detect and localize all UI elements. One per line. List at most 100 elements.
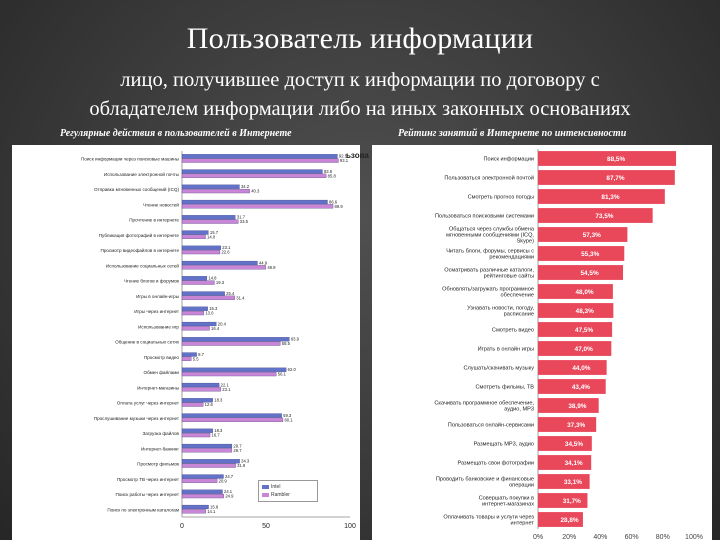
right-category-label: Размещать свои фотографии xyxy=(457,461,534,467)
right-category-label: расписание xyxy=(504,312,534,318)
right-bar xyxy=(538,246,625,261)
right-data-label: 43,4% xyxy=(572,384,590,391)
right-category-label: операции xyxy=(509,483,534,489)
right-data-label: 28,8% xyxy=(560,517,578,524)
left-bar xyxy=(181,478,218,483)
right-data-label: 47,5% xyxy=(575,327,593,334)
left-data-label: 83.6 xyxy=(324,169,333,174)
right-bar xyxy=(538,265,624,280)
left-category-label: Оплата услуг через интернет xyxy=(117,401,180,406)
legend-label-a: Intel xyxy=(271,484,281,490)
partial-label: ьзова xyxy=(346,151,369,160)
left-bar xyxy=(181,215,236,220)
left-bar xyxy=(181,245,221,250)
left-category-label: Поиск информации через поисковые машины xyxy=(81,157,179,162)
slide-title: Пользователь информации xyxy=(186,22,534,55)
legend-entry-b: Rambler xyxy=(262,491,314,499)
left-data-label: 89.9 xyxy=(335,204,344,209)
left-data-label: 23.1 xyxy=(222,245,231,250)
left-data-label: 85.8 xyxy=(328,173,337,178)
right-category-label: Проводить банковские и финансовые xyxy=(436,476,534,482)
right-bar xyxy=(538,303,614,318)
right-bar xyxy=(538,227,628,242)
left-bar xyxy=(181,291,225,296)
left-bar xyxy=(181,234,206,239)
right-category-label: аудио, MP3 xyxy=(504,407,534,413)
right-category-label: Пользоваться поисковыми системами xyxy=(435,214,534,220)
right-data-label: 31,7% xyxy=(563,498,581,505)
right-data-label: 54,5% xyxy=(581,270,599,277)
right-data-label: 73,5% xyxy=(595,213,613,220)
right-x-tick-label: 80% xyxy=(656,534,670,540)
left-bar-chart: 0 50 100 Поиск информации через поисковые м… xyxy=(81,151,356,530)
right-bar xyxy=(538,341,612,356)
right-x-tick-label: 40% xyxy=(593,534,607,540)
left-data-label: 14.1 xyxy=(207,509,216,514)
left-data-label: 56.1 xyxy=(278,372,287,377)
right-x-tick-label: 100% xyxy=(685,534,703,540)
left-data-label: 13.0 xyxy=(205,311,214,316)
left-data-label: 49.9 xyxy=(267,265,276,270)
left-x-tick-label: 100 xyxy=(344,523,356,530)
left-bar xyxy=(181,356,192,361)
right-data-label: 44,0% xyxy=(572,365,590,372)
left-data-label: 16.4 xyxy=(211,326,220,331)
left-data-label: 31.7 xyxy=(237,215,246,220)
left-data-label: 93.1 xyxy=(340,158,349,163)
right-bar xyxy=(538,436,592,451)
left-bar xyxy=(181,154,338,159)
left-category-label: Использование социальных сетей xyxy=(106,262,180,268)
left-bar xyxy=(181,432,211,438)
left-bar xyxy=(181,474,224,479)
left-category-label: Просмотр видеофайлов в интернете xyxy=(101,247,180,253)
left-category-label: Загрузка файлов xyxy=(143,430,180,436)
left-data-label: 12.6 xyxy=(205,402,214,407)
right-category-label: Размещать MP3, аудио xyxy=(473,442,534,448)
left-category-label: Игры через интернет xyxy=(134,309,180,314)
left-bar xyxy=(181,310,204,316)
left-category-label: Использование электронной почты xyxy=(104,171,179,177)
left-category-label: Поиск работы через интернет xyxy=(115,492,179,497)
left-bar xyxy=(181,219,239,224)
left-data-label: 18.3 xyxy=(214,398,223,403)
right-bar xyxy=(538,398,599,413)
left-data-label: 8.7 xyxy=(198,352,204,357)
subtitle-line-1: лицо, получившее доступ к информации по … xyxy=(120,69,600,91)
right-chart-panel: 0% 20% 40% 60% 80% 100% Поиск информации 88,5% П… xyxy=(372,145,712,540)
left-bar xyxy=(181,158,339,163)
left-bar xyxy=(181,280,215,285)
left-bar xyxy=(181,306,208,311)
subtitle-line-2: обладателем информации либо на иных зако… xyxy=(89,98,631,120)
left-bar xyxy=(181,387,221,392)
left-category-label: Общение в социальных сетях xyxy=(115,340,180,345)
right-category-label: мгновенными сообщениями (ICQ, xyxy=(446,233,534,239)
left-data-label: 29.7 xyxy=(233,448,242,453)
left-data-label: 34.3 xyxy=(241,459,250,464)
right-x-tick-label: 20% xyxy=(562,534,576,540)
left-bar xyxy=(181,371,277,377)
right-category-label: Поиск информации xyxy=(483,157,534,163)
right-bar xyxy=(538,379,606,394)
left-bar xyxy=(181,367,287,372)
left-bar xyxy=(181,265,266,270)
right-category-label: рейтинговые сайты xyxy=(484,273,534,280)
right-bar xyxy=(538,151,677,166)
right-data-label: 81,3% xyxy=(601,194,619,201)
left-data-label: 5.5 xyxy=(193,356,199,361)
left-bar xyxy=(181,184,240,189)
left-bar xyxy=(181,230,209,235)
left-data-label: 18.3 xyxy=(214,428,223,433)
legend-entry-a: Intel xyxy=(262,483,314,491)
right-bar xyxy=(538,360,607,375)
left-data-label: 62.0 xyxy=(288,367,297,372)
left-bar xyxy=(181,493,224,499)
right-category-label: Скачивать программное обеспечение, xyxy=(434,400,534,406)
left-data-label: 58.5 xyxy=(282,341,291,346)
right-bar-chart: 0% 20% 40% 60% 80% 100% Поиск информации 88,5% П… xyxy=(434,149,703,540)
right-data-label: 48,0% xyxy=(575,289,593,296)
left-x-tick-label: 0 xyxy=(180,523,184,530)
left-x-tick-label: 50 xyxy=(262,523,270,530)
left-category-label: Интернет-магазины xyxy=(137,385,179,390)
right-category-label: Слушать/скачивать музыку xyxy=(463,366,534,372)
left-category-label: Обмен файлами xyxy=(144,369,180,375)
